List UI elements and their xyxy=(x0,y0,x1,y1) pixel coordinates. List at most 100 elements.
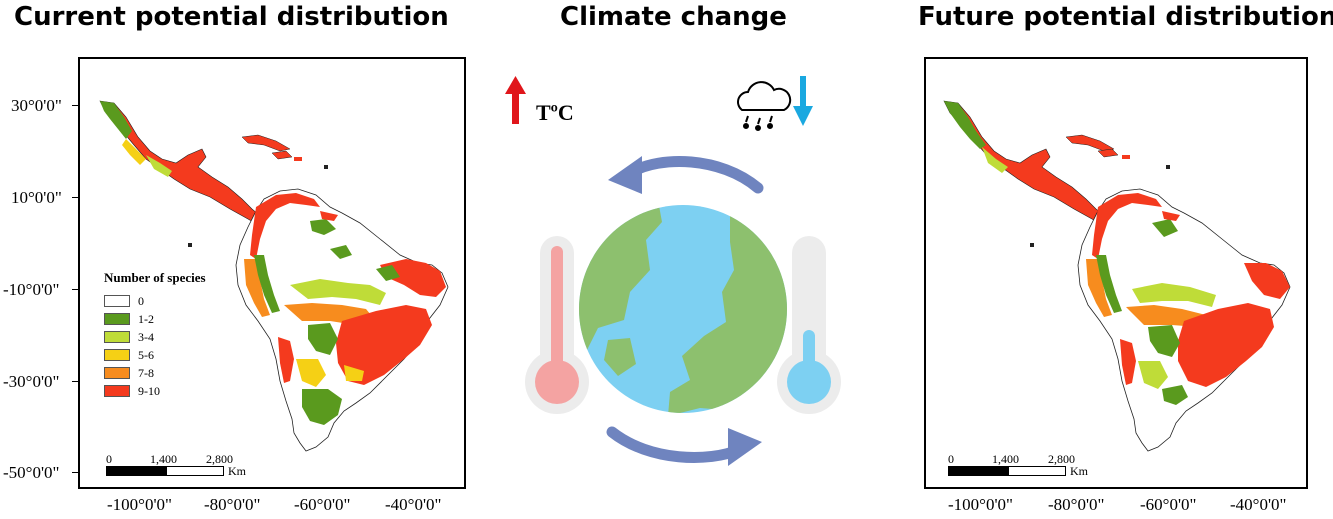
amazon-patch-1 xyxy=(1152,219,1178,237)
lat-label-minus10: -10°0'0" xyxy=(3,280,60,299)
left-scale-bar: 0 1,400 2,800 Km xyxy=(106,452,246,478)
northeast-brazil-band xyxy=(380,259,446,297)
left-map-tick xyxy=(72,105,78,106)
legend-swatch xyxy=(104,313,130,325)
right-scale-bar: 0 1,400 2,800 Km xyxy=(948,452,1088,478)
legend-swatch xyxy=(104,349,130,361)
scale-tick-2800: 2,800 xyxy=(1048,452,1075,466)
central-yellow-band xyxy=(290,279,386,305)
mexico-green-area xyxy=(100,101,132,139)
mexico-lime-area xyxy=(146,155,172,177)
future-distribution-map xyxy=(924,57,1308,489)
central-yellow-band xyxy=(1132,283,1216,307)
puerto-rico-island xyxy=(294,157,302,161)
small-island xyxy=(1166,165,1170,169)
legend-label: 9-10 xyxy=(138,383,160,398)
legend-item: 9-10 xyxy=(104,382,206,400)
left-map-tick xyxy=(72,289,78,290)
northeast-green xyxy=(376,265,400,281)
climate-change-title: Climate change xyxy=(560,2,787,32)
legend-label: 7-8 xyxy=(138,365,154,380)
lon-label-left-60: -60°0'0" xyxy=(294,495,351,514)
cold-thermometer-icon xyxy=(777,236,841,414)
scale-unit: Km xyxy=(1070,464,1088,478)
scale-bar-black-segment xyxy=(106,466,166,476)
guiana-red xyxy=(1162,211,1180,221)
pantanal-green xyxy=(308,323,338,355)
scale-bar-white-segment xyxy=(166,466,224,476)
north-coast-high-richness xyxy=(1092,193,1162,259)
uruguay-green xyxy=(1162,385,1188,405)
chaco-yellow xyxy=(296,359,326,387)
earth-globe-icon xyxy=(579,205,787,413)
andes-green-band xyxy=(1096,255,1122,313)
small-island xyxy=(324,165,328,169)
current-map-drawing xyxy=(99,100,449,452)
legend-item: 0 xyxy=(104,292,206,310)
legend-item: 1-2 xyxy=(104,310,206,328)
andes-south-red xyxy=(278,337,294,383)
legend-swatch xyxy=(104,367,130,379)
guiana-red xyxy=(320,211,338,221)
legend-swatch xyxy=(104,385,130,397)
climate-change-graphic xyxy=(505,76,841,466)
uruguay-green xyxy=(302,389,342,425)
current-map-title: Current potential distribution xyxy=(14,2,449,32)
lat-label-30: 30°0'0" xyxy=(11,96,62,115)
lon-label-left-80: -80°0'0" xyxy=(204,495,261,514)
cuba-island xyxy=(1065,134,1115,152)
legend-label: 3-4 xyxy=(138,329,154,344)
left-map-tick xyxy=(72,472,78,473)
cuba-island xyxy=(241,134,291,152)
lon-label-left-40: -40°0'0" xyxy=(385,495,442,514)
hot-thermometer-icon xyxy=(525,236,589,414)
scale-bar-white-segment xyxy=(1008,466,1066,476)
hispaniola-island xyxy=(1097,148,1119,158)
mexico-yellow-area xyxy=(122,139,146,165)
galapagos-islands xyxy=(188,243,192,247)
lat-label-minus50: -50°0'0" xyxy=(3,463,60,482)
current-distribution-map xyxy=(78,57,466,489)
scale-tick-0: 0 xyxy=(948,452,954,466)
andes-north-band xyxy=(244,259,270,317)
lon-label-right-60: -60°0'0" xyxy=(1140,495,1197,514)
puerto-rico-island xyxy=(1122,155,1130,159)
southern-yellow xyxy=(344,365,364,381)
legend-title: Number of species xyxy=(104,270,206,285)
pantanal-green xyxy=(1148,325,1180,357)
hispaniola-island xyxy=(271,150,293,160)
lon-label-left-100: -100°0'0" xyxy=(107,495,172,514)
temperature-up-arrow-icon xyxy=(505,76,526,124)
andes-green-band xyxy=(254,255,280,313)
scale-bar-black-segment xyxy=(948,466,1008,476)
left-map-tick xyxy=(72,381,78,382)
future-map-drawing xyxy=(943,100,1291,452)
amazon-patch-2 xyxy=(330,245,352,259)
legend-item: 5-6 xyxy=(104,346,206,364)
legend-swatch xyxy=(104,295,130,307)
left-map-tick xyxy=(72,197,78,198)
southeast-brazil-hotspot xyxy=(336,305,432,385)
scale-tick-2800: 2,800 xyxy=(206,452,233,466)
scale-unit: Km xyxy=(228,464,246,478)
species-legend: Number of species 0 1-2 3-4 5-6 7-8 9-10 xyxy=(104,270,206,400)
cycle-arrows-icon xyxy=(606,155,764,466)
lon-label-right-40: -40°0'0" xyxy=(1230,495,1287,514)
future-map-title: Future potential distribution xyxy=(918,2,1333,32)
mexico-green-area xyxy=(944,101,986,149)
chaco-yellow xyxy=(1138,361,1168,389)
andes-south-red xyxy=(1120,339,1136,385)
mexico-lime-area xyxy=(982,147,1008,173)
legend-label: 1-2 xyxy=(138,311,154,326)
southeast-brazil-hotspot xyxy=(1178,303,1274,387)
galapagos-islands xyxy=(1030,243,1034,247)
north-coast-high-richness xyxy=(250,193,320,259)
legend-label: 5-6 xyxy=(138,347,154,362)
lat-label-minus30: -30°0'0" xyxy=(3,372,60,391)
lat-label-10: 10°0'0" xyxy=(11,188,62,207)
lon-label-right-100: -100°0'0" xyxy=(948,495,1013,514)
temperature-label: TºC xyxy=(536,100,574,125)
legend-label: 0 xyxy=(138,293,144,308)
legend-item: 3-4 xyxy=(104,328,206,346)
northeast-brazil-band xyxy=(1244,263,1290,299)
